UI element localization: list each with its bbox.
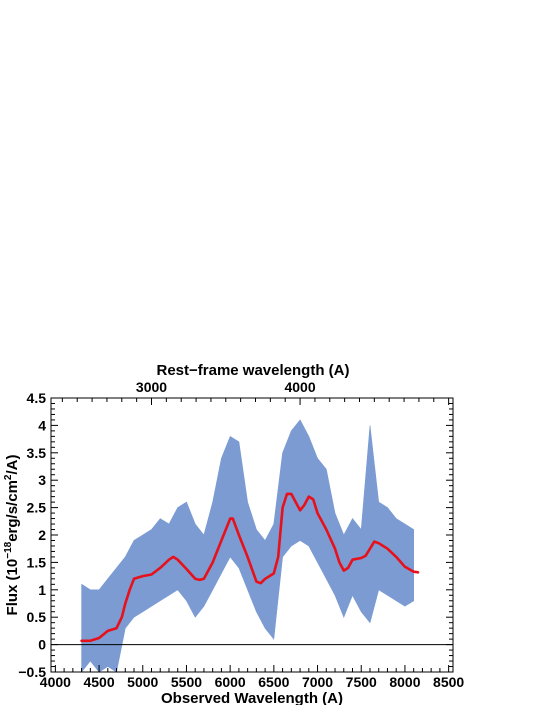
y-tick-label: 4 xyxy=(38,417,46,433)
y-axis-title-part-2: erg/s/cm xyxy=(4,480,21,542)
y-tick-label: 1 xyxy=(38,582,46,598)
top-tick-label: 3000 xyxy=(136,379,167,395)
y-tick-label: 1.5 xyxy=(27,554,47,570)
x-tick-label: 5000 xyxy=(127,674,158,690)
x-tick-label: 8000 xyxy=(389,674,420,690)
flux-uncertainty-band-layer xyxy=(81,419,415,672)
y-axis-title-power: 2 xyxy=(3,474,14,480)
y-tick-label: 2.5 xyxy=(27,500,47,516)
x-tick-label: 7000 xyxy=(302,674,333,690)
tick-labels: 4000 4500 5000 5500 6000 6500 7000 7500 8000 8500… xyxy=(18,379,464,690)
x-tick-label: 7500 xyxy=(346,674,377,690)
y-tick-label: 0.5 xyxy=(27,609,47,625)
y-tick-label: 2 xyxy=(38,527,46,543)
x-tick-label: 8500 xyxy=(433,674,464,690)
smoothed-flux-line-layer xyxy=(80,492,420,643)
top-tick-label: 4000 xyxy=(284,379,315,395)
flux-uncertainty-band xyxy=(81,419,415,672)
y-tick-label: 3 xyxy=(38,472,46,488)
x-axis-title: Observed Wavelength (A) xyxy=(161,690,343,705)
y-axis-title-part-3: /A) xyxy=(4,455,21,475)
y-tick-label: −0.5 xyxy=(18,664,46,680)
x-tick-label: 4500 xyxy=(83,674,114,690)
y-tick-label: 4.5 xyxy=(27,390,47,406)
x-tick-label: 5500 xyxy=(171,674,202,690)
x-tick-label: 6000 xyxy=(215,674,246,690)
y-tick-label: 0 xyxy=(38,637,46,653)
y-axis-title-exponent: −18 xyxy=(3,541,14,558)
y-axis-title: Flux (10−18erg/s/cm2/A) xyxy=(3,455,21,616)
smoothed-flux-line xyxy=(80,492,420,643)
top-axis-title: Rest−frame wavelength (A) xyxy=(157,362,350,379)
x-tick-label: 6500 xyxy=(258,674,289,690)
y-axis-title-part-1: Flux (10 xyxy=(4,559,21,616)
tick-marks xyxy=(51,397,453,673)
x-tick-label: 4000 xyxy=(40,674,71,690)
y-tick-label: 3.5 xyxy=(27,445,47,461)
